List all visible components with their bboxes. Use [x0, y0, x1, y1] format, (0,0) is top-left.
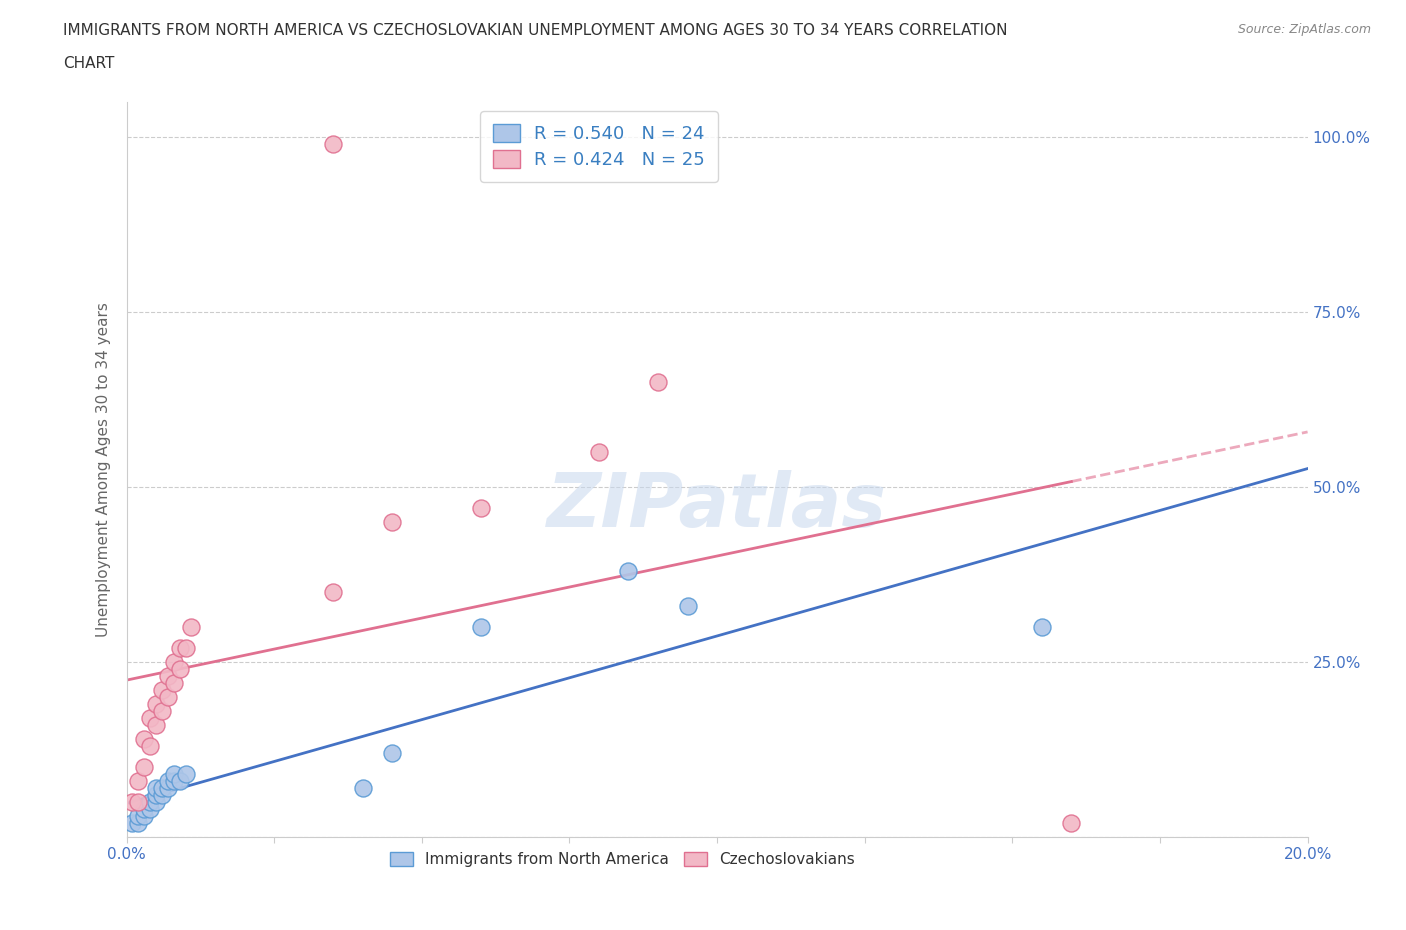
- Point: [163, 675, 186, 690]
- Point: [145, 780, 167, 795]
- Text: Source: ZipAtlas.com: Source: ZipAtlas.com: [1237, 23, 1371, 36]
- Point: [134, 802, 156, 817]
- Point: [150, 683, 173, 698]
- Point: [156, 669, 179, 684]
- Point: [145, 788, 167, 803]
- Text: IMMIGRANTS FROM NORTH AMERICA VS CZECHOSLOVAKIAN UNEMPLOYMENT AMONG AGES 30 TO 3: IMMIGRANTS FROM NORTH AMERICA VS CZECHOS…: [63, 23, 1008, 38]
- Point: [1031, 619, 1053, 634]
- Point: [134, 760, 156, 775]
- Point: [322, 585, 344, 600]
- Point: [139, 802, 162, 817]
- Point: [150, 788, 173, 803]
- Point: [145, 794, 167, 809]
- Point: [121, 794, 143, 809]
- Point: [156, 780, 179, 795]
- Point: [169, 641, 191, 656]
- Point: [381, 514, 404, 529]
- Point: [470, 500, 492, 515]
- Point: [150, 704, 173, 719]
- Point: [145, 718, 167, 733]
- Point: [139, 738, 162, 753]
- Point: [127, 816, 149, 830]
- Point: [163, 766, 186, 781]
- Point: [352, 780, 374, 795]
- Point: [127, 794, 149, 809]
- Point: [174, 641, 197, 656]
- Text: CHART: CHART: [63, 56, 115, 71]
- Point: [145, 697, 167, 711]
- Point: [150, 780, 173, 795]
- Point: [617, 564, 640, 578]
- Point: [1060, 816, 1083, 830]
- Point: [676, 599, 699, 614]
- Point: [470, 619, 492, 634]
- Point: [647, 375, 669, 390]
- Point: [156, 690, 179, 705]
- Point: [139, 794, 162, 809]
- Point: [156, 774, 179, 789]
- Point: [163, 774, 186, 789]
- Legend: Immigrants from North America, Czechoslovakians: Immigrants from North America, Czechoslo…: [384, 846, 862, 873]
- Point: [174, 766, 197, 781]
- Point: [127, 808, 149, 823]
- Point: [322, 137, 344, 152]
- Point: [588, 445, 610, 459]
- Point: [127, 774, 149, 789]
- Point: [163, 655, 186, 670]
- Point: [381, 746, 404, 761]
- Point: [180, 619, 202, 634]
- Point: [134, 808, 156, 823]
- Y-axis label: Unemployment Among Ages 30 to 34 years: Unemployment Among Ages 30 to 34 years: [96, 302, 111, 637]
- Point: [139, 711, 162, 725]
- Text: ZIPatlas: ZIPatlas: [547, 470, 887, 543]
- Point: [169, 661, 191, 676]
- Point: [169, 774, 191, 789]
- Point: [121, 816, 143, 830]
- Point: [134, 732, 156, 747]
